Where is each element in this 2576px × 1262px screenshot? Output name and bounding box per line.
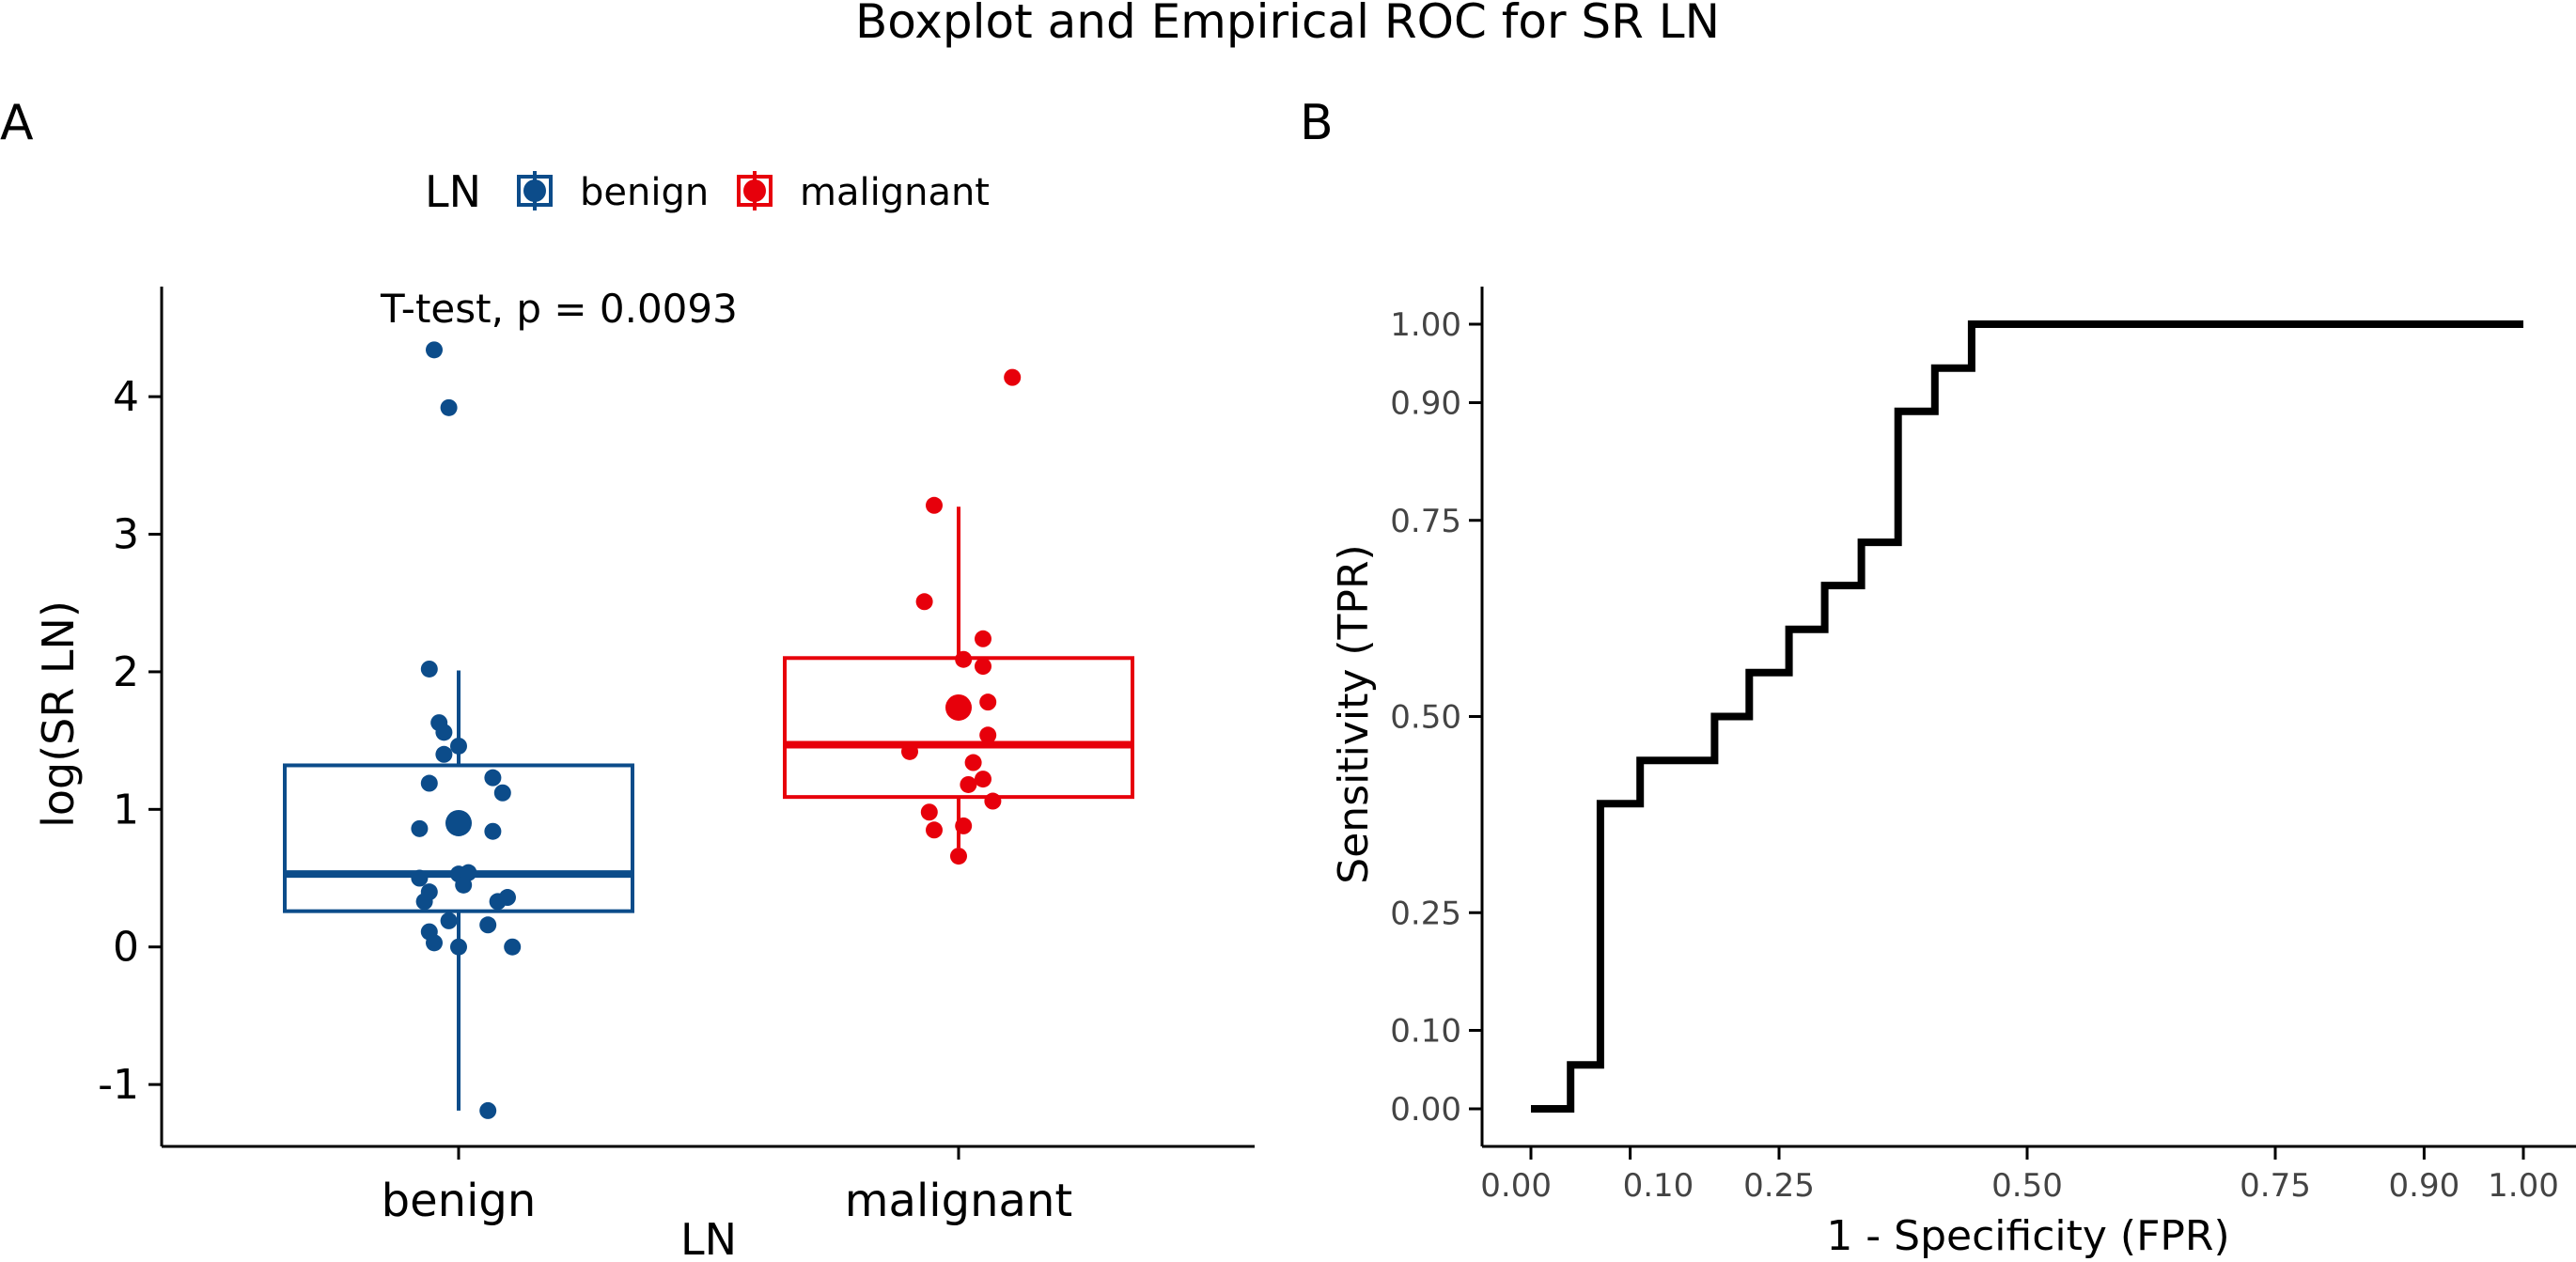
data-point-malignant <box>964 754 982 771</box>
roc-y-tick-label: 0.50 <box>1390 699 1461 737</box>
data-point-malignant <box>960 775 977 793</box>
roc-x-axis-label: 1 - Specificity (FPR) <box>1826 1212 2229 1260</box>
data-point-benign <box>426 934 443 952</box>
boxplot-boxes <box>283 506 1134 1111</box>
legend-key-benign <box>517 171 553 210</box>
data-point-malignant <box>975 658 991 676</box>
data-point-benign <box>450 938 467 956</box>
box-malignant <box>783 656 1134 800</box>
mean-point-benign <box>445 809 472 836</box>
roc-x-tick-label: 0.90 <box>2389 1167 2460 1205</box>
boxplot-y-axis-label: log(SR LN) <box>33 600 84 828</box>
data-point-benign <box>479 916 497 934</box>
roc-y-tick-label: 0.90 <box>1390 385 1461 423</box>
roc-axes: 0.00 0.10 0.25 0.50 0.75 0.90 1.00 0.00 0.10 0.25… <box>1390 287 2576 1205</box>
legend-label-malignant: malignant <box>800 171 990 214</box>
roc-y-tick-label: 1.00 <box>1390 306 1461 344</box>
boxplot-y-tick-label: 2 <box>113 648 139 696</box>
boxplot-y-tick-label: 3 <box>113 511 139 559</box>
legend-key-benign-dot <box>523 179 546 202</box>
data-point-malignant <box>984 792 1002 810</box>
data-point-malignant <box>901 742 918 760</box>
data-point-benign <box>455 876 473 894</box>
boxplot-axes: -1 0 1 2 3 4 benign malignant <box>98 287 1255 1227</box>
roc-x-tick-label: 0.50 <box>1991 1167 2063 1205</box>
data-point-benign <box>484 822 502 840</box>
roc-x-tick-label: 0.75 <box>2240 1167 2311 1205</box>
roc-y-axis-label: Sensitivity (TPR) <box>1330 544 1378 883</box>
boxplot-x-axis-label: LN <box>680 1214 737 1262</box>
ttest-annotation: T-test, p = 0.0093 <box>380 286 738 332</box>
panel-a-label: A <box>0 95 34 151</box>
roc-x-tick-label: 0.10 <box>1623 1167 1694 1205</box>
roc-panel: 0.00 0.10 0.25 0.50 0.75 0.90 1.00 0.00 0.10 0.25… <box>1330 287 2576 1260</box>
data-point-malignant <box>975 771 991 788</box>
data-point-benign <box>484 769 502 787</box>
boxplot-x-tick-label-malignant: malignant <box>845 1175 1072 1227</box>
boxplot-y-tick-label: -1 <box>98 1061 139 1109</box>
boxplot-y-tick-label: 0 <box>113 924 139 972</box>
roc-y-tick-label: 0.00 <box>1390 1091 1461 1129</box>
data-point-benign <box>435 724 453 741</box>
roc-y-tick-label: 0.75 <box>1390 503 1461 540</box>
panel-b-label: B <box>1300 95 1334 151</box>
data-point-malignant <box>975 630 991 647</box>
data-point-malignant <box>955 817 973 834</box>
roc-x-tick-label: 0.25 <box>1743 1167 1815 1205</box>
data-point-benign <box>450 737 467 755</box>
data-point-benign <box>411 869 429 887</box>
roc-curve <box>1531 320 2523 1113</box>
box-benign <box>283 763 634 913</box>
legend-key-malignant <box>737 171 773 210</box>
data-point-malignant <box>979 693 997 711</box>
data-point-benign <box>440 398 458 416</box>
data-point-benign <box>504 938 522 956</box>
data-point-benign <box>411 819 429 837</box>
mean-point-malignant <box>945 693 972 721</box>
data-point-benign <box>415 893 433 911</box>
legend-label-benign: benign <box>580 171 709 214</box>
data-point-benign <box>499 889 516 907</box>
data-point-malignant <box>926 496 943 514</box>
boxplot-points <box>411 341 1022 1119</box>
roc-y-tick-label: 0.10 <box>1390 1013 1461 1051</box>
boxplot-y-tick-label: 1 <box>113 786 139 834</box>
data-point-benign <box>440 911 458 929</box>
legend-key-malignant-dot <box>743 179 766 202</box>
roc-y-tick-label: 0.25 <box>1390 895 1461 932</box>
roc-x-tick-label: 0.00 <box>1480 1167 1552 1205</box>
data-point-malignant <box>920 803 938 821</box>
boxplot-panel: -1 0 1 2 3 4 benign malignant T-test, p = 0.009… <box>33 286 1255 1262</box>
data-point-malignant <box>955 650 973 668</box>
roc-x-tick-label: 1.00 <box>2488 1167 2559 1205</box>
boxplot-x-tick-label-benign: benign <box>382 1175 537 1227</box>
data-point-malignant <box>1004 368 1022 386</box>
data-point-malignant <box>950 848 967 865</box>
data-point-benign <box>420 660 438 678</box>
data-point-malignant <box>926 821 943 839</box>
data-point-malignant <box>915 593 933 611</box>
data-point-benign <box>435 745 453 763</box>
data-point-benign <box>420 774 438 792</box>
figure-title: Boxplot and Empirical ROC for SR LN <box>855 0 1720 49</box>
data-point-benign <box>493 784 511 802</box>
data-point-benign <box>426 341 443 359</box>
data-point-benign <box>479 1101 497 1119</box>
legend: LN benign malignant <box>425 166 990 217</box>
legend-title: LN <box>425 166 481 217</box>
data-point-malignant <box>979 726 997 744</box>
boxplot-y-tick-label: 4 <box>113 373 139 421</box>
